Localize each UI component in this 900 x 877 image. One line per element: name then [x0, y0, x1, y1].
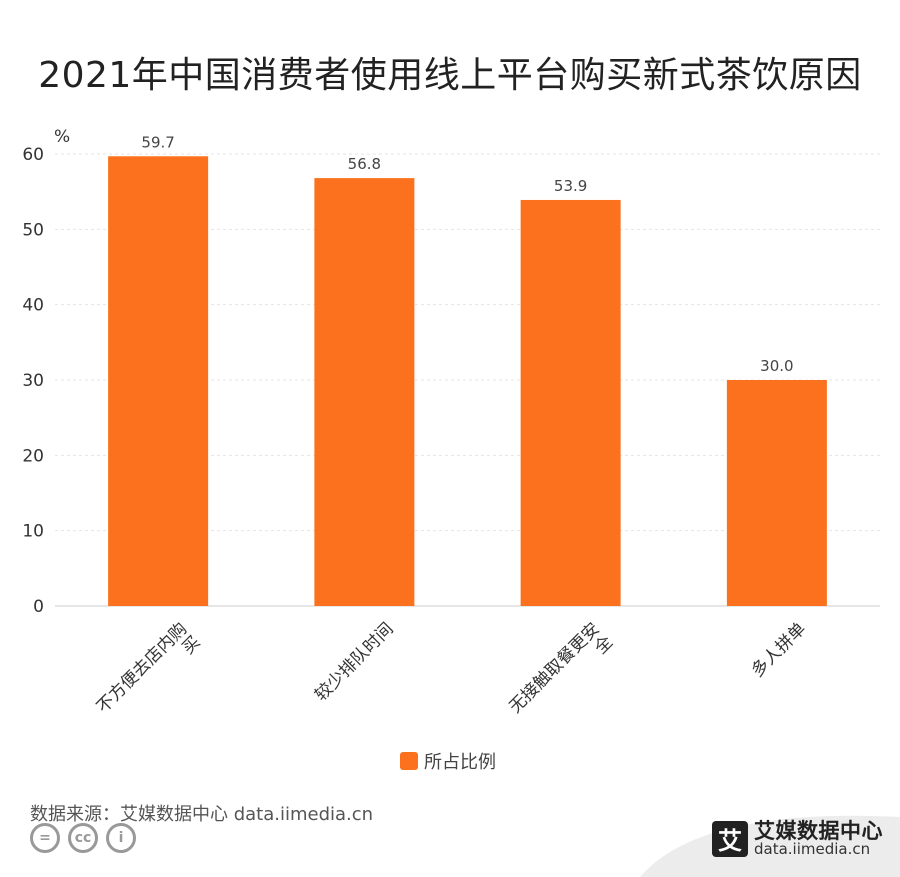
x-tick-label: 无接触取餐更安全	[505, 619, 617, 731]
brand-background	[640, 815, 900, 877]
data-label: 53.9	[554, 177, 587, 195]
source-text: 数据来源：艾媒数据中心 data.iimedia.cn	[30, 804, 374, 825]
chart-title: 2021年中国消费者使用线上平台购买新式茶饮原因	[38, 55, 862, 96]
data-label: 59.7	[141, 133, 174, 151]
bar	[520, 199, 621, 606]
x-tick-label: 不方便去店内购买	[93, 619, 205, 731]
license-icons: = cc i	[30, 823, 136, 853]
bar	[726, 380, 827, 606]
data-label: 56.8	[348, 155, 381, 173]
y-axis-unit: %	[54, 127, 70, 147]
y-tick-label: 50	[22, 220, 44, 240]
y-tick-label: 20	[22, 446, 44, 466]
y-tick-label: 0	[33, 597, 44, 617]
legend-swatch	[400, 752, 418, 770]
legend: 所占比例	[400, 748, 496, 774]
x-tick-label: 多人拼单	[748, 619, 810, 681]
bar	[314, 178, 415, 606]
cc-icon: cc	[68, 823, 98, 853]
data-label: 30.0	[760, 357, 793, 375]
brand: 艾 艾媒数据中心 data.iimedia.cn	[712, 820, 883, 858]
equals-icon: =	[30, 823, 60, 853]
legend-label: 所占比例	[424, 752, 496, 773]
y-tick-label: 30	[22, 371, 44, 391]
y-tick-label: 60	[22, 145, 44, 165]
brand-name: 艾媒数据中心	[754, 819, 883, 843]
x-tick-label: 较少排队时间	[311, 619, 397, 705]
bar	[108, 156, 209, 606]
brand-url: data.iimedia.cn	[754, 840, 871, 859]
brand-logo-icon: 艾	[712, 820, 748, 857]
y-tick-label: 40	[22, 296, 44, 316]
person-icon: i	[106, 823, 136, 853]
y-tick-label: 10	[22, 522, 44, 542]
